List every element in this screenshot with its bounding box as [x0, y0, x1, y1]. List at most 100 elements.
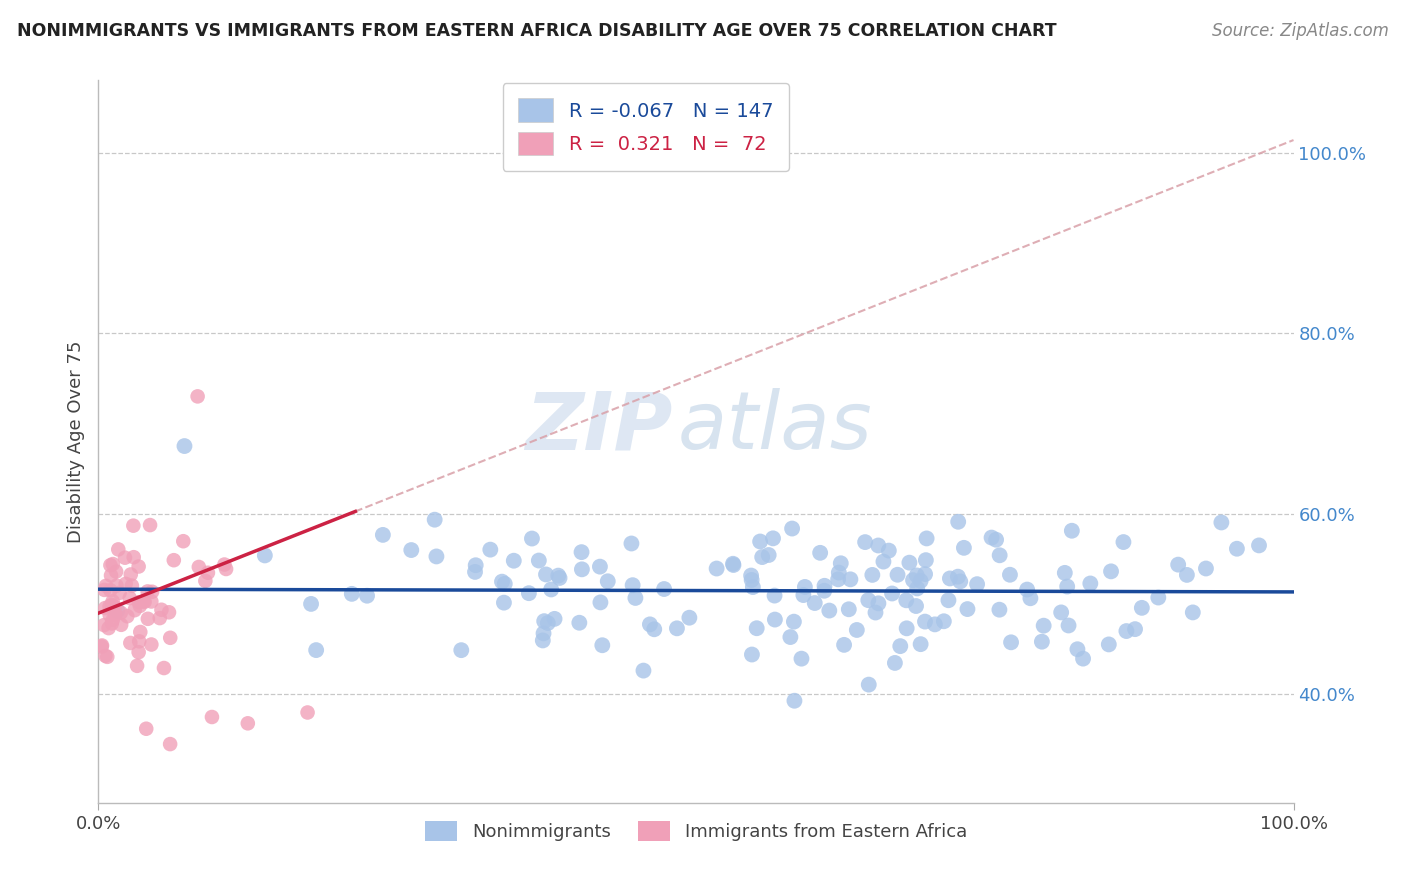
Point [122, 550, 145, 565]
Text: Source: ZipAtlas.com: Source: ZipAtlas.com [1212, 22, 1389, 40]
Point [915, 553, 938, 567]
Point [105, 579, 128, 593]
Point [568, 615, 591, 630]
Point [898, 556, 921, 570]
Point [1226, 541, 1249, 556]
Point [956, 602, 979, 616]
Point [877, 543, 900, 558]
Point [537, 616, 560, 631]
Point [214, 558, 236, 572]
Point [423, 513, 446, 527]
Point [520, 532, 543, 546]
Point [741, 648, 763, 662]
Point [946, 569, 969, 583]
Point [491, 574, 513, 589]
Point [108, 586, 131, 600]
Point [153, 661, 176, 675]
Point [783, 694, 806, 708]
Point [197, 566, 219, 580]
Y-axis label: Disability Age Over 75: Disability Age Over 75 [66, 340, 84, 543]
Point [132, 594, 155, 608]
Point [94, 579, 117, 593]
Point [638, 617, 661, 632]
Point [868, 539, 890, 553]
Point [236, 716, 259, 731]
Point [135, 722, 157, 736]
Point [494, 577, 516, 591]
Point [643, 622, 665, 636]
Point [860, 568, 883, 582]
Point [803, 596, 825, 610]
Point [187, 389, 209, 403]
Point [721, 557, 744, 571]
Point [91, 639, 114, 653]
Point [1060, 524, 1083, 538]
Point [596, 574, 619, 589]
Point [201, 710, 224, 724]
Point [1031, 634, 1053, 648]
Point [534, 567, 557, 582]
Point [128, 559, 150, 574]
Point [100, 558, 122, 573]
Point [101, 613, 124, 627]
Point [141, 584, 163, 599]
Point [1078, 576, 1101, 591]
Point [872, 555, 894, 569]
Point [121, 579, 143, 593]
Point [114, 577, 136, 591]
Point [751, 550, 773, 565]
Point [953, 541, 976, 555]
Point [98, 608, 121, 623]
Point [915, 532, 938, 546]
Point [120, 567, 142, 582]
Point [502, 554, 524, 568]
Point [830, 556, 852, 570]
Point [517, 586, 540, 600]
Point [127, 658, 149, 673]
Point [1032, 618, 1054, 632]
Point [905, 582, 928, 596]
Point [571, 545, 593, 559]
Point [792, 588, 814, 602]
Point [533, 614, 555, 628]
Point [96, 649, 118, 664]
Point [1000, 635, 1022, 649]
Text: atlas: atlas [678, 388, 873, 467]
Point [450, 643, 472, 657]
Point [533, 626, 555, 640]
Point [187, 560, 209, 574]
Point [1247, 538, 1270, 552]
Point [1112, 535, 1135, 549]
Point [101, 594, 124, 608]
Point [589, 595, 612, 609]
Point [1066, 642, 1088, 657]
Point [741, 573, 763, 587]
Point [880, 586, 903, 600]
Point [1050, 606, 1073, 620]
Point [305, 643, 328, 657]
Point [988, 603, 1011, 617]
Point [101, 598, 124, 612]
Point [1147, 591, 1170, 605]
Point [107, 542, 129, 557]
Point [948, 515, 970, 529]
Point [905, 599, 928, 613]
Point [620, 536, 643, 550]
Point [215, 562, 238, 576]
Point [932, 614, 955, 628]
Point [100, 583, 122, 598]
Point [122, 518, 145, 533]
Point [758, 548, 780, 562]
Point [98, 599, 121, 614]
Point [94, 648, 117, 663]
Point [464, 565, 486, 579]
Point [93, 582, 115, 597]
Point [139, 518, 162, 533]
Point [910, 574, 932, 588]
Point [492, 596, 515, 610]
Point [740, 568, 762, 582]
Point [1195, 561, 1218, 575]
Point [128, 595, 150, 609]
Point [665, 621, 688, 635]
Point [134, 595, 156, 609]
